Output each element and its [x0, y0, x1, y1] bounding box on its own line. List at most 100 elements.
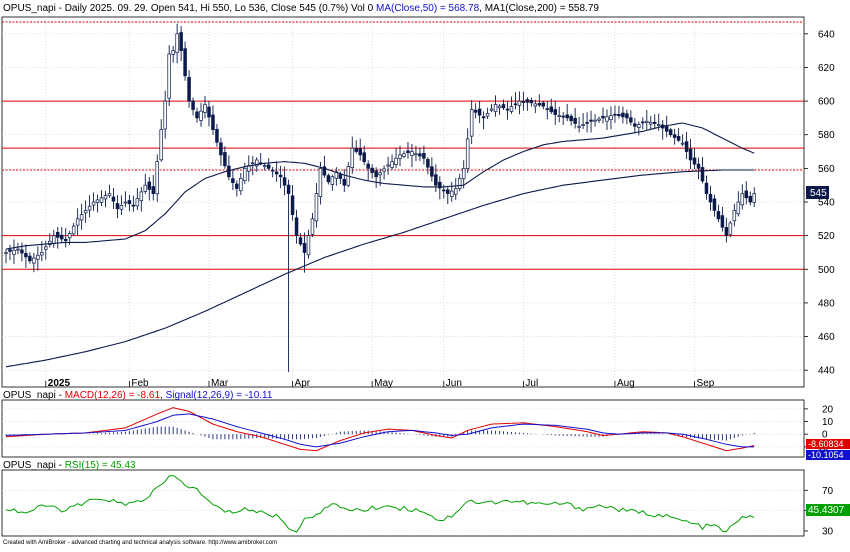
rsi-series-label: RSI(15) = 45.43 [65, 460, 136, 471]
candle-body [16, 248, 20, 251]
rsi-title: OPUS_napi - RSI(15) = 45.43 [3, 460, 136, 471]
ma50-line [5, 122, 755, 250]
candle-body [274, 171, 279, 175]
macd-y-tick-label: 0 [822, 430, 828, 441]
candle-body [402, 153, 406, 157]
support-resistance-lines [2, 21, 804, 270]
candle-body [306, 235, 311, 256]
price-y-tick-label: 480 [818, 298, 835, 309]
candle-body [28, 255, 32, 262]
candle-body [732, 210, 737, 222]
candle-body [414, 153, 418, 156]
candle-body [175, 33, 179, 53]
candle-body [163, 100, 167, 130]
candle-body [20, 249, 24, 254]
candle-body [442, 189, 446, 192]
rsi-grid [2, 490, 804, 532]
candle-body [748, 195, 753, 203]
candle-body [645, 120, 649, 123]
candle-body [151, 186, 156, 194]
candle-body [410, 151, 414, 156]
candle-body [12, 249, 16, 255]
candle-body [32, 257, 36, 264]
candle-body [641, 121, 645, 124]
candle-body [497, 105, 502, 109]
candle-body [744, 190, 749, 199]
candle-body [159, 129, 163, 161]
ma200-line [5, 169, 755, 368]
candle-body [633, 123, 637, 127]
price-y-axis: 440 460 480 500 520 540 560 580 600 620 640 [804, 29, 835, 377]
candle-body [326, 175, 331, 183]
candle-body [406, 150, 410, 154]
candle-body [243, 168, 247, 182]
candle-body [302, 243, 307, 253]
macd-title: OPUS_napi - MACD(12,26) = -8.61, Signal(… [3, 390, 273, 401]
candle-body [609, 115, 613, 120]
candle-body [712, 198, 717, 211]
candle-body [322, 166, 327, 176]
month-label: Jun [446, 378, 462, 389]
macd-y-tick-label: 20 [822, 404, 834, 415]
candle-body [215, 128, 219, 143]
price-y-tick-label: 580 [818, 130, 835, 141]
candle-body [338, 174, 343, 179]
ma200-label: MA1(Close,200) = 558.79 [485, 3, 600, 14]
month-label: May [374, 378, 393, 389]
candle-body [266, 164, 271, 169]
rsi-y-tick-label: 30 [822, 526, 834, 537]
price-grid [2, 17, 804, 387]
candle-body [79, 214, 84, 221]
price-title-text: OPUS_napi - Daily 2025. 09. 29. Open 541… [3, 3, 374, 14]
rsi-pane-frame [1, 469, 805, 537]
candle-body [485, 113, 490, 117]
candle-body [513, 103, 518, 106]
price-y-tick-label: 560 [818, 164, 835, 175]
candle-body [453, 188, 458, 195]
candle-body [40, 252, 44, 256]
candle-body [235, 183, 239, 189]
candle-body [83, 210, 88, 214]
candle-body [294, 217, 299, 236]
candle-body [282, 177, 287, 186]
candle-body [465, 138, 470, 169]
candle-body [553, 109, 557, 115]
candle-body [290, 195, 295, 215]
candle-body [278, 174, 283, 178]
candle-body [59, 234, 64, 240]
candle-body [621, 112, 625, 118]
ma50-label: MA(Close,50) = 568.78 [376, 3, 480, 14]
candle-body [314, 193, 319, 222]
month-label: Feb [131, 378, 149, 389]
candle-body [48, 240, 52, 246]
candle-body [545, 108, 550, 110]
candle-body [461, 168, 466, 180]
candle-body [613, 113, 617, 116]
candle-body [457, 178, 462, 189]
macd-histogram [5, 426, 755, 441]
candle-body [147, 181, 152, 190]
candle-body [262, 165, 267, 167]
candle-body [139, 191, 144, 202]
month-label: Jul [525, 378, 538, 389]
candle-body [557, 115, 561, 118]
candle-body [199, 110, 203, 121]
candle-body [91, 201, 96, 206]
candle-body [696, 163, 701, 169]
candle-body [179, 32, 183, 51]
candle-body [481, 116, 486, 119]
candle-body [354, 148, 358, 152]
candle-body [8, 249, 12, 252]
candle-body [593, 119, 597, 122]
candle-body [573, 117, 577, 124]
price-y-tick-label: 520 [818, 231, 835, 242]
candle-body [398, 154, 402, 159]
macd-series-label: MACD(12,26) = -8.61 [65, 390, 161, 401]
candle-body [585, 122, 589, 124]
candle-body [477, 108, 482, 116]
month-label: 2025 [48, 378, 71, 389]
candle-body [469, 109, 474, 137]
candle-body [366, 163, 370, 169]
candle-body [652, 121, 657, 124]
